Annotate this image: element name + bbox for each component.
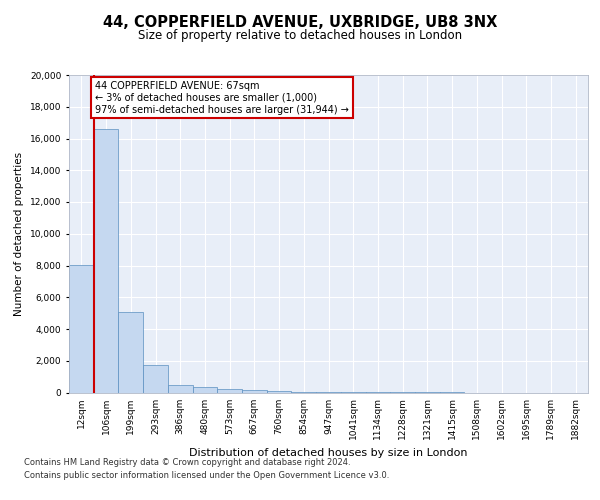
Bar	[143, 364, 168, 392]
Bar	[193, 387, 217, 392]
X-axis label: Distribution of detached houses by size in London: Distribution of detached houses by size …	[189, 448, 468, 458]
Bar	[217, 389, 242, 392]
Text: Size of property relative to detached houses in London: Size of property relative to detached ho…	[138, 30, 462, 43]
Text: 44 COPPERFIELD AVENUE: 67sqm
← 3% of detached houses are smaller (1,000)
97% of : 44 COPPERFIELD AVENUE: 67sqm ← 3% of det…	[95, 82, 349, 114]
Bar	[168, 384, 193, 392]
Bar	[69, 264, 94, 392]
Y-axis label: Number of detached properties: Number of detached properties	[14, 152, 25, 316]
Bar	[94, 129, 118, 392]
Bar	[118, 312, 143, 392]
Text: Contains public sector information licensed under the Open Government Licence v3: Contains public sector information licen…	[24, 472, 389, 480]
Bar	[267, 391, 292, 392]
Text: Contains HM Land Registry data © Crown copyright and database right 2024.: Contains HM Land Registry data © Crown c…	[24, 458, 350, 467]
Bar	[242, 390, 267, 392]
Text: 44, COPPERFIELD AVENUE, UXBRIDGE, UB8 3NX: 44, COPPERFIELD AVENUE, UXBRIDGE, UB8 3N…	[103, 15, 497, 30]
